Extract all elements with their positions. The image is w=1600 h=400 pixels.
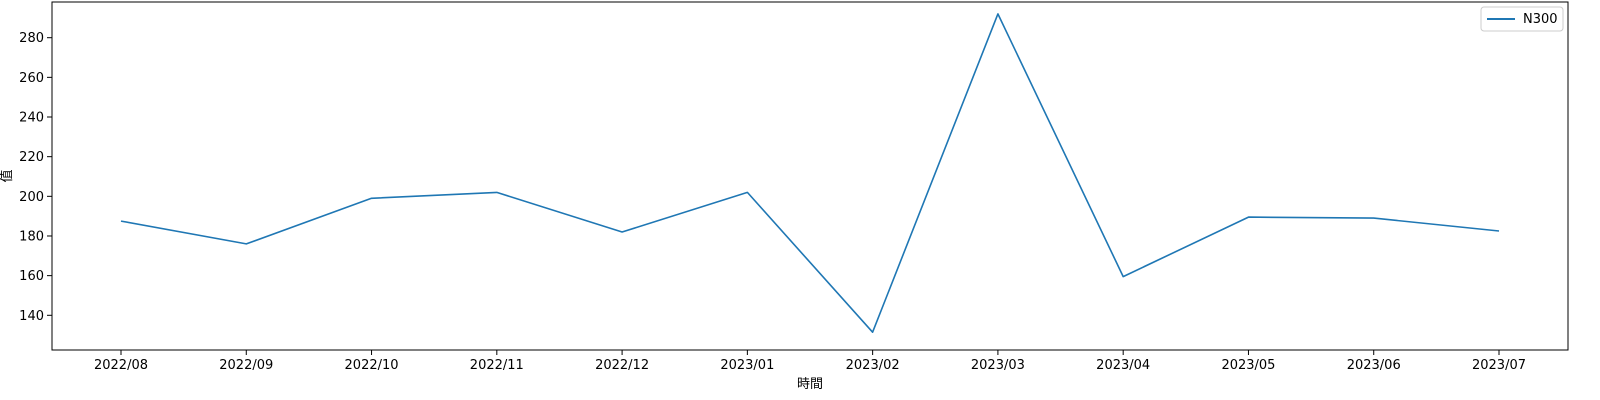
x-tick-label: 2023/03 bbox=[971, 358, 1025, 373]
y-tick-label: 140 bbox=[19, 309, 44, 324]
x-tick-label: 2023/02 bbox=[846, 358, 900, 373]
y-tick-label: 260 bbox=[19, 71, 44, 86]
y-tick-label: 220 bbox=[19, 150, 44, 165]
x-tick-label: 2022/08 bbox=[94, 358, 148, 373]
legend-box bbox=[1480, 6, 1564, 32]
x-tick-label: 2023/04 bbox=[1096, 358, 1150, 373]
x-tick-label: 2023/05 bbox=[1221, 358, 1275, 373]
y-tick-label: 240 bbox=[19, 111, 44, 126]
legend: N300 bbox=[1480, 6, 1564, 32]
series-layer bbox=[120, 13, 1500, 334]
x-axis: 2022/08 2022/09 2022/10 2022/11 2022/12 2023/… bbox=[94, 350, 1526, 373]
y-axis-title: 值 bbox=[0, 169, 15, 182]
y-axis: 140 160 180 200 220 240 260 280 bbox=[19, 31, 52, 324]
x-axis-title: 時間 bbox=[797, 377, 823, 392]
x-tick-label: 2023/07 bbox=[1472, 358, 1526, 373]
x-tick-label: 2022/10 bbox=[345, 358, 399, 373]
x-tick-label: 2023/01 bbox=[720, 358, 774, 373]
y-tick-label: 160 bbox=[19, 269, 44, 284]
x-tick-label: 2022/09 bbox=[219, 358, 273, 373]
x-tick-label: 2023/06 bbox=[1347, 358, 1401, 373]
legend-label-n300: N300 bbox=[1523, 12, 1558, 27]
series-line-n300 bbox=[120, 13, 1500, 334]
y-tick-label: 280 bbox=[19, 31, 44, 46]
x-tick-label: 2022/11 bbox=[470, 358, 524, 373]
y-tick-label: 200 bbox=[19, 190, 44, 205]
x-tick-label: 2022/12 bbox=[595, 358, 649, 373]
y-tick-label: 180 bbox=[19, 229, 44, 244]
plot-area bbox=[51, 1, 1569, 351]
